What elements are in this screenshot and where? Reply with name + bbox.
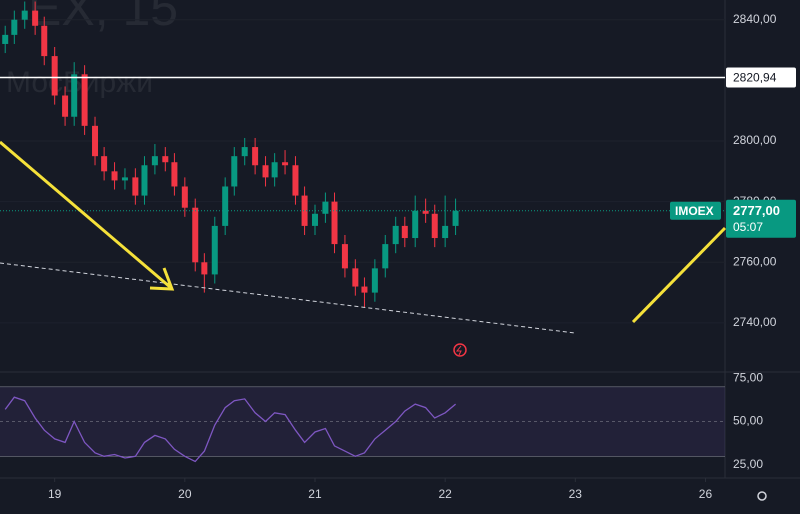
candle-body [41,25,48,57]
y-tick-label: 2800,00 [733,133,777,147]
candle-body [241,147,248,157]
candle-body [271,162,278,178]
candle-body [442,225,449,239]
candle-body [51,56,58,96]
candle-body [231,156,238,187]
candle-body [2,34,9,44]
candle-body [422,210,429,214]
event-icon-bolt [455,345,462,356]
candle-body [322,201,329,214]
candle-body [222,186,229,226]
candle-body [11,19,18,35]
candle-body [412,210,419,239]
x-tick-label: 26 [699,487,713,501]
candle-body [171,162,178,187]
event-icon[interactable] [453,343,467,357]
symbol-tag-label: IMOEX [675,204,714,218]
candle-body [162,156,169,163]
candle-body [101,156,108,172]
y-tick-label: 2840,00 [733,12,777,26]
candle-body [192,207,199,263]
candle-body [62,95,69,117]
watermark: МосБиржи [6,66,153,99]
price-line-label: 2820,94 [733,71,777,85]
candle-body [341,244,348,269]
candle-body [301,195,308,226]
settings-icon[interactable] [757,491,767,501]
candle-body [392,225,399,245]
price-line-label-box [726,67,796,88]
last-price-label: 2777,00 [733,203,780,218]
candle-body [311,213,318,226]
candle-body [201,262,208,275]
rsi-line [4,396,457,463]
candle-body [32,10,39,26]
countdown-label: 05:07 [733,220,763,234]
candle-body [352,268,359,287]
candle-body [292,165,299,196]
candle-body [121,177,128,181]
candle-body [92,125,99,157]
x-tick-label: 23 [569,487,583,501]
last-price-box [726,199,796,238]
yellow-arrow [0,140,727,324]
watermark: EX, 15 [28,0,178,36]
candle-body [21,10,28,20]
candle-body [71,74,78,117]
candle-body [211,225,218,275]
candle-body [331,201,338,245]
candle-body [132,177,139,196]
candle-body [262,165,269,178]
candle-body [431,213,438,239]
candle-body [252,147,259,166]
candle-body [111,171,118,181]
x-tick-label: 22 [438,487,452,501]
candle-body [282,162,289,166]
candle-body [141,165,148,196]
candle-body [81,74,88,126]
y-tick-label: 2740,00 [733,315,777,329]
x-tick-label: 19 [48,487,62,501]
x-tick-label: 20 [178,487,192,501]
symbol-tag [670,201,721,220]
candle-body [382,244,389,269]
y-tick-label: 2760,00 [733,254,777,268]
trend-line [0,262,576,334]
y-tick-label: 25,00 [733,457,763,471]
plot [0,1,725,463]
candle-body [151,156,158,166]
candle-body [452,210,459,226]
x-tick-label: 21 [308,487,322,501]
y-tick-label: 50,00 [733,414,763,428]
y-tick-label: 75,00 [733,370,763,384]
candle-body [401,225,408,239]
candle-body [361,286,368,293]
candle-body [181,186,188,208]
candle-body [371,268,378,293]
